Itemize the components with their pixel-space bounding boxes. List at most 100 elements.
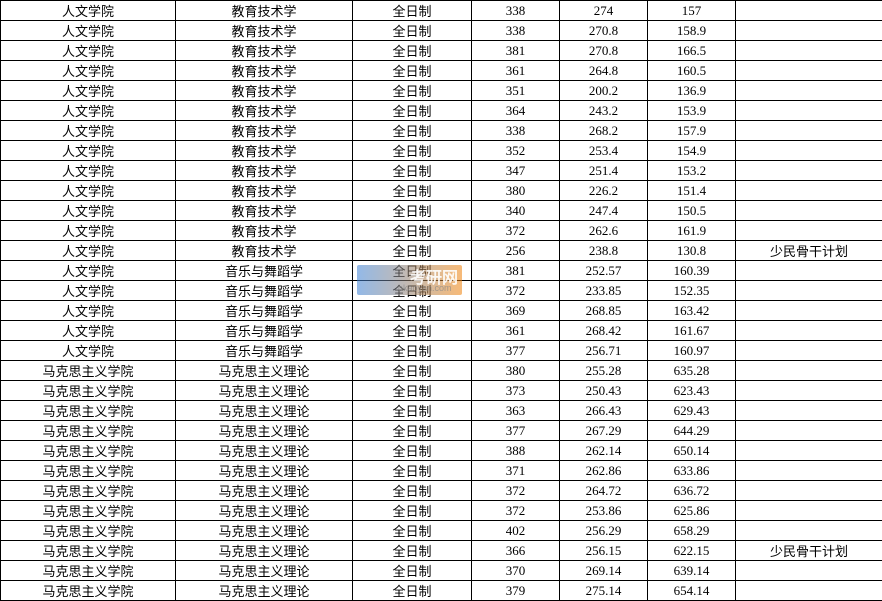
- table-row: 马克思主义学院马克思主义理论全日制372264.72636.72: [1, 481, 882, 501]
- table-row: 人文学院教育技术学全日制338268.2157.9: [1, 121, 882, 141]
- table-cell: [736, 421, 882, 441]
- table-cell: 268.85: [560, 301, 648, 321]
- table-cell: 622.15: [648, 541, 736, 561]
- table-cell: 音乐与舞蹈学: [176, 301, 353, 321]
- table-cell: 160.97: [648, 341, 736, 361]
- table-cell: [736, 141, 882, 161]
- table-cell: 654.14: [648, 581, 736, 601]
- table-cell: 马克思主义学院: [1, 501, 176, 521]
- table-row: 马克思主义学院马克思主义理论全日制370269.14639.14: [1, 561, 882, 581]
- table-cell: 351: [472, 81, 560, 101]
- table-cell: 369: [472, 301, 560, 321]
- table-cell: 372: [472, 501, 560, 521]
- table-cell: 教育技术学: [176, 121, 353, 141]
- table-cell: 全日制: [353, 1, 472, 21]
- table-cell: 马克思主义学院: [1, 361, 176, 381]
- table-cell: 371: [472, 461, 560, 481]
- table-cell: 马克思主义理论: [176, 541, 353, 561]
- table-cell: 226.2: [560, 181, 648, 201]
- table-cell: 270.8: [560, 41, 648, 61]
- table-cell: 352: [472, 141, 560, 161]
- table-cell: 166.5: [648, 41, 736, 61]
- table-cell: 275.14: [560, 581, 648, 601]
- table-cell: 全日制: [353, 201, 472, 221]
- table-row: 人文学院音乐与舞蹈学全日制372233.85152.35: [1, 281, 882, 301]
- table-cell: 人文学院: [1, 241, 176, 261]
- table-cell: 372: [472, 221, 560, 241]
- table-cell: 267.29: [560, 421, 648, 441]
- table-cell: 366: [472, 541, 560, 561]
- table-cell: 380: [472, 181, 560, 201]
- table-cell: 音乐与舞蹈学: [176, 341, 353, 361]
- table-cell: 全日制: [353, 181, 472, 201]
- table-cell: [736, 501, 882, 521]
- table-cell: 347: [472, 161, 560, 181]
- table-cell: 全日制: [353, 561, 472, 581]
- table-row: 马克思主义学院马克思主义理论全日制379275.14654.14: [1, 581, 882, 601]
- table-cell: 全日制: [353, 41, 472, 61]
- table-cell: 全日制: [353, 21, 472, 41]
- table-cell: 377: [472, 341, 560, 361]
- table-cell: 马克思主义学院: [1, 401, 176, 421]
- table-cell: 629.43: [648, 401, 736, 421]
- table-row: 人文学院教育技术学全日制364243.2153.9: [1, 101, 882, 121]
- table-row: 人文学院音乐与舞蹈学全日制369268.85163.42: [1, 301, 882, 321]
- table-cell: 157: [648, 1, 736, 21]
- table-cell: 255.28: [560, 361, 648, 381]
- table-row: 人文学院教育技术学全日制338274157: [1, 1, 882, 21]
- data-table: 人文学院教育技术学全日制338274157人文学院教育技术学全日制338270.…: [0, 0, 882, 601]
- table-cell: 238.8: [560, 241, 648, 261]
- table-cell: 264.8: [560, 61, 648, 81]
- table-cell: 402: [472, 521, 560, 541]
- table-cell: [736, 121, 882, 141]
- table-cell: 269.14: [560, 561, 648, 581]
- table-cell: 262.14: [560, 441, 648, 461]
- table-cell: 247.4: [560, 201, 648, 221]
- table-cell: 马克思主义学院: [1, 541, 176, 561]
- table-cell: 373: [472, 381, 560, 401]
- table-cell: [736, 341, 882, 361]
- table-row: 人文学院教育技术学全日制338270.8158.9: [1, 21, 882, 41]
- table-cell: 340: [472, 201, 560, 221]
- table-cell: 268.42: [560, 321, 648, 341]
- table-cell: 160.39: [648, 261, 736, 281]
- table-cell: 少民骨干计划: [736, 241, 882, 261]
- table-cell: 全日制: [353, 261, 472, 281]
- table-cell: 人文学院: [1, 101, 176, 121]
- table-cell: 马克思主义学院: [1, 521, 176, 541]
- table-cell: 377: [472, 421, 560, 441]
- table-cell: 658.29: [648, 521, 736, 541]
- table-cell: 全日制: [353, 281, 472, 301]
- table-cell: 381: [472, 41, 560, 61]
- table-cell: 人文学院: [1, 261, 176, 281]
- table-cell: 全日制: [353, 321, 472, 341]
- table-cell: 人文学院: [1, 21, 176, 41]
- table-cell: 136.9: [648, 81, 736, 101]
- table-cell: 256.71: [560, 341, 648, 361]
- table-cell: 马克思主义学院: [1, 581, 176, 601]
- table-row: 马克思主义学院马克思主义理论全日制377267.29644.29: [1, 421, 882, 441]
- table-cell: 马克思主义学院: [1, 441, 176, 461]
- table-cell: 教育技术学: [176, 101, 353, 121]
- table-cell: 全日制: [353, 421, 472, 441]
- table-cell: 157.9: [648, 121, 736, 141]
- table-cell: 全日制: [353, 381, 472, 401]
- table-cell: 388: [472, 441, 560, 461]
- table-row: 人文学院教育技术学全日制381270.8166.5: [1, 41, 882, 61]
- table-cell: 教育技术学: [176, 21, 353, 41]
- table-cell: 全日制: [353, 581, 472, 601]
- table-row: 人文学院教育技术学全日制361264.8160.5: [1, 61, 882, 81]
- table-cell: 马克思主义理论: [176, 561, 353, 581]
- table-cell: [736, 381, 882, 401]
- table-row: 人文学院教育技术学全日制372262.6161.9: [1, 221, 882, 241]
- table-cell: 370: [472, 561, 560, 581]
- table-cell: 363: [472, 401, 560, 421]
- table-cell: [736, 361, 882, 381]
- table-cell: 372: [472, 281, 560, 301]
- table-cell: 马克思主义理论: [176, 481, 353, 501]
- table-cell: 160.5: [648, 61, 736, 81]
- table-cell: 全日制: [353, 61, 472, 81]
- table-cell: 马克思主义理论: [176, 381, 353, 401]
- table-cell: 650.14: [648, 441, 736, 461]
- table-cell: 152.35: [648, 281, 736, 301]
